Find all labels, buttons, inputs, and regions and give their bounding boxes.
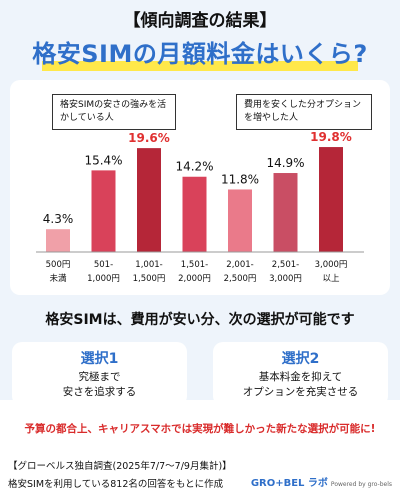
option-1-line-1: 究極まで (78, 371, 121, 383)
summary-text: 格安SIMは、費用が安い分、次の選択が可能です (45, 312, 355, 328)
category-label-1-2: 未満 (49, 273, 67, 284)
data-label-7: 19.8% (310, 130, 352, 144)
data-label-5: 11.8% (221, 172, 259, 186)
bar-5 (228, 189, 252, 252)
bar-7 (319, 147, 343, 252)
category-label-4-1: 1,501- (181, 260, 208, 270)
data-label-4: 14.2% (175, 160, 213, 174)
category-label-1-1: 500円 (46, 260, 71, 270)
bar-1 (46, 229, 70, 252)
data-label-1: 4.3% (43, 212, 74, 226)
footer-survey-info: 【グローベルス独自調査(2025年7/7〜7/9月集計)】 (8, 461, 232, 472)
option-1-line-2: 安さを追求する (62, 386, 137, 398)
data-label-3: 19.6% (128, 131, 170, 145)
data-label-6: 14.9% (266, 156, 304, 170)
survey-label: 【傾向調査の結果】 (123, 11, 277, 31)
option-1-body: 究極まで 安さを追求する (12, 370, 187, 400)
category-label-7-2: 以上 (322, 274, 340, 284)
page-title: 格安SIMの月額料金はいくら? (32, 40, 368, 68)
title-highlight (42, 61, 358, 71)
category-label-7-1: 3,000円 (315, 260, 348, 270)
option-2-line-1: 基本料金を抑えて (258, 371, 343, 383)
category-label-3-1: 1,001- (135, 260, 162, 270)
brand-logo: GRO+BEL ラボ Powered by gro-bels (251, 474, 392, 489)
category-label-6-2: 3,000円 (269, 274, 302, 284)
callout-low-cost: 格安SIMの安さの強みを活かしている人 (52, 94, 176, 130)
category-label-5-2: 2,500円 (224, 274, 257, 284)
option-card-1: 選択1 究極まで 安さを追求する (12, 342, 187, 406)
bar-2 (91, 170, 116, 252)
footer-sample-info: 格安SIMを利用している812名の回答をもとに作成 (8, 479, 224, 490)
category-label-2-1: 501- (94, 260, 113, 270)
data-label-2: 15.4% (84, 153, 122, 167)
category-label-4-2: 2,000円 (178, 274, 211, 284)
category-label-6-1: 2,501- (272, 260, 299, 270)
category-label-2-2: 1,000円 (87, 274, 120, 284)
category-label-5-1: 2,001- (226, 260, 253, 270)
footer: 【グローベルス独自調査(2025年7/7〜7/9月集計)】 格安SIMを利用して… (0, 446, 400, 500)
category-label-3-2: 1,500円 (133, 274, 166, 284)
option-2-title: 選択2 (281, 351, 320, 367)
option-1-title: 選択1 (80, 351, 119, 367)
bar-4 (182, 176, 207, 252)
conclusion-text: 予算の都合上、キャリアスマホでは実現が難しかった新たな選択が可能に! (24, 423, 376, 435)
option-2-line-2: オプションを充実させる (242, 386, 359, 398)
option-card-2: 選択2 基本料金を抑えて オプションを充実させる (213, 342, 388, 406)
callout-more-options: 費用を安くした分オプションを増やした人 (236, 94, 372, 130)
option-2-body: 基本料金を抑えて オプションを充実させる (213, 370, 388, 400)
brand-name: GRO+BEL ラボ (250, 478, 328, 489)
brand-powered-by: Powered by gro-bels (330, 481, 392, 488)
bar-3 (137, 148, 161, 252)
bar-6 (273, 173, 298, 252)
